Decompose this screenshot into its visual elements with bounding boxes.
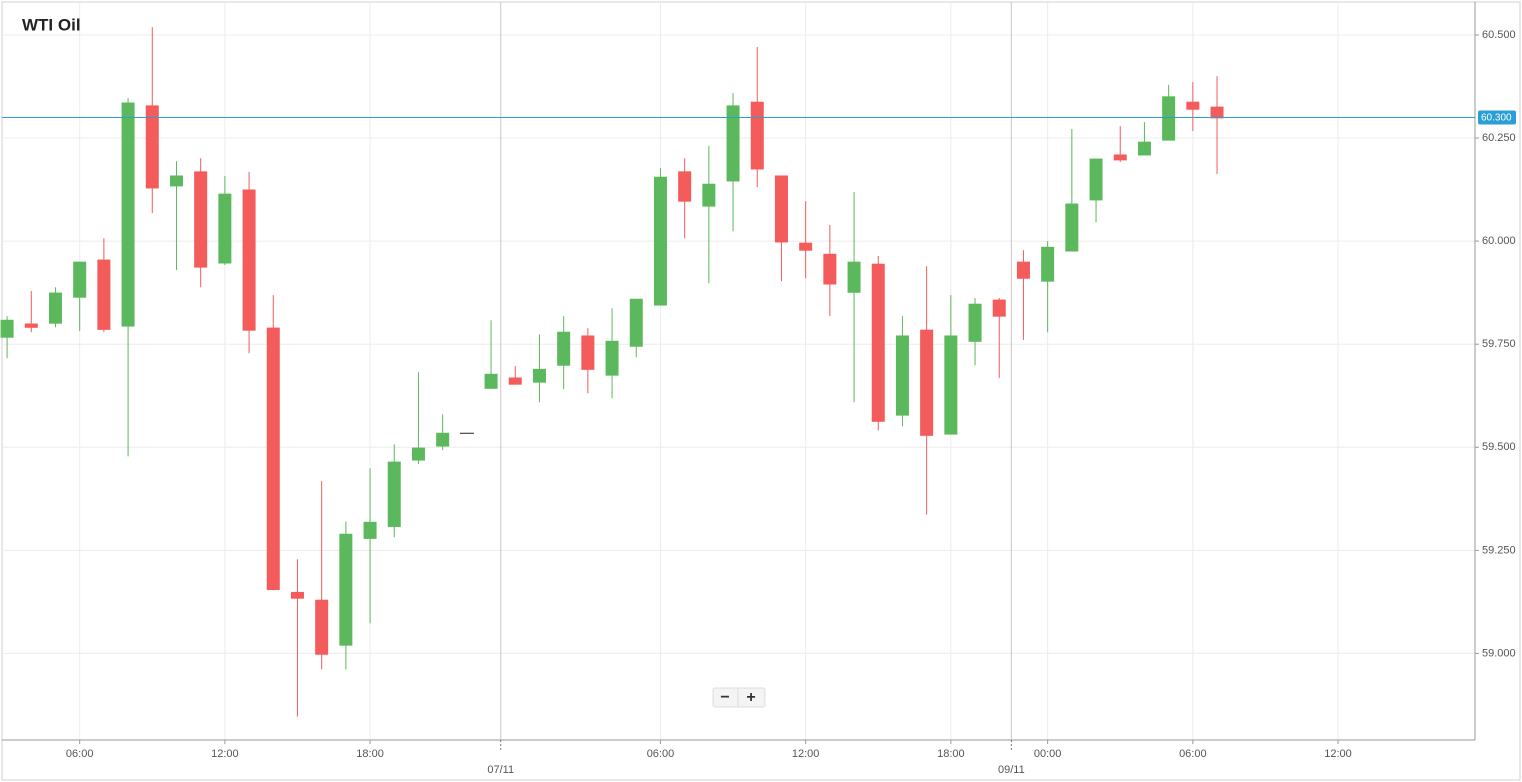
candle-body	[436, 432, 450, 447]
zoom-out[interactable]: −	[720, 689, 729, 706]
candle-body	[726, 105, 740, 182]
candle-body	[339, 533, 353, 646]
candle-body	[1186, 101, 1200, 110]
candle-body	[774, 175, 788, 243]
candle-body	[1113, 154, 1127, 161]
candle-body	[1089, 158, 1103, 201]
zoom-box	[712, 687, 766, 708]
candle-body	[702, 183, 716, 207]
candle-body	[678, 171, 692, 202]
x-tick-label: 06:00	[647, 748, 675, 760]
candle-body	[169, 175, 183, 187]
x-tick-label: 12:00	[211, 748, 239, 760]
x-tick-label: 12:00	[792, 748, 820, 760]
candle-body	[290, 591, 304, 599]
candle-body	[145, 105, 159, 189]
candle-body	[920, 329, 934, 436]
x-tick-label: 18:00	[356, 748, 384, 760]
chart-title: WTI Oil	[22, 15, 81, 34]
candle-body	[871, 263, 885, 422]
candle-body	[1016, 261, 1030, 279]
candle-body	[97, 259, 111, 330]
grid	[2, 2, 1475, 740]
y-tick-label: 59.000	[1482, 647, 1516, 659]
candle-body	[1137, 141, 1151, 156]
candle-body	[1162, 96, 1176, 141]
x-tick-label: 06:00	[66, 748, 94, 760]
candle-body	[121, 102, 135, 327]
candle-body	[799, 242, 813, 251]
candle-body	[581, 335, 595, 370]
last-price-box	[1478, 110, 1516, 125]
candle-body	[242, 189, 256, 331]
candle-body	[363, 521, 377, 539]
zoom-in[interactable]: +	[746, 689, 755, 706]
candle-body	[387, 461, 401, 527]
candle-body	[266, 327, 280, 591]
y-tick-label: 60.500	[1482, 29, 1516, 41]
candle-body	[218, 193, 232, 264]
x-tick-label: 00:00	[1034, 748, 1062, 760]
candle-body	[48, 292, 62, 324]
date-tick-label: 07/11	[487, 764, 514, 776]
zoom-controls: − +	[712, 687, 766, 708]
candle-body	[315, 599, 329, 655]
y-tick-label: 59.250	[1482, 544, 1516, 556]
candle-body	[1210, 106, 1224, 119]
candle-body	[750, 101, 764, 170]
x-tick-label: 18:00	[937, 748, 965, 760]
candle-body	[605, 340, 619, 376]
candle-body	[194, 171, 208, 268]
candle-body	[992, 299, 1006, 317]
candle-body	[484, 373, 498, 389]
y-tick-label: 60.250	[1482, 132, 1516, 144]
candle-body	[557, 331, 571, 366]
candle-body	[24, 323, 38, 328]
candle-body	[653, 176, 667, 306]
candle-body	[411, 447, 425, 461]
candle-body	[895, 335, 909, 416]
candle-body	[508, 377, 522, 385]
candle-body	[823, 253, 837, 285]
candle-body	[629, 298, 643, 347]
candle-body	[968, 303, 982, 342]
y-tick-label: 60.000	[1482, 235, 1516, 247]
candle-body	[1041, 246, 1055, 282]
candle-body	[944, 335, 958, 435]
last-price-label: 60.300	[1481, 113, 1512, 124]
y-tick-label: 59.500	[1482, 441, 1516, 453]
y-tick-label: 59.750	[1482, 338, 1516, 350]
candle-body	[0, 319, 14, 338]
candle-body	[847, 261, 861, 293]
date-tick-label: 09/11	[998, 764, 1025, 776]
x-tick-label: 06:00	[1179, 748, 1207, 760]
x-tick-label: 12:00	[1324, 748, 1352, 760]
candle-body	[532, 368, 546, 383]
candle-body	[1065, 203, 1079, 252]
candle-body	[73, 261, 87, 298]
